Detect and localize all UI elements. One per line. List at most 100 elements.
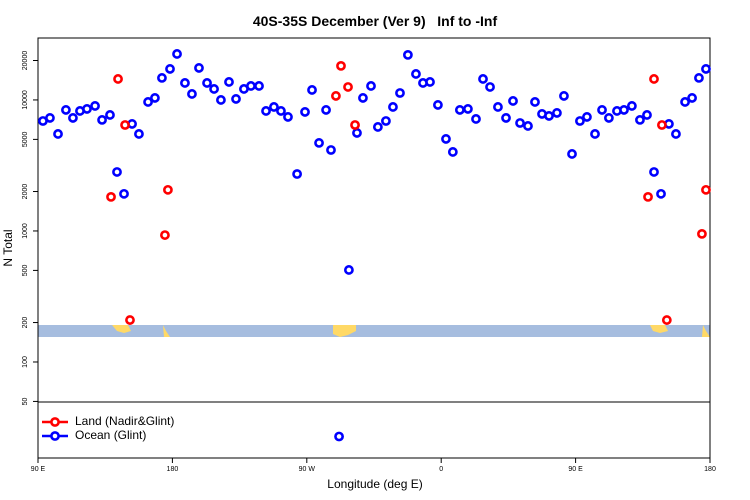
point	[334, 431, 344, 442]
point	[61, 105, 71, 115]
point	[105, 110, 115, 120]
point	[372, 122, 383, 132]
point	[68, 113, 78, 123]
legend-label: Land (Nadir&Glint)	[75, 414, 174, 428]
point	[187, 89, 197, 99]
point	[441, 134, 451, 144]
point	[544, 111, 554, 121]
point	[604, 113, 614, 123]
point	[283, 112, 293, 122]
point	[336, 60, 346, 71]
point	[478, 74, 488, 84]
land-shape	[112, 325, 131, 333]
point	[559, 91, 569, 101]
point	[661, 315, 672, 325]
point	[523, 121, 533, 131]
point	[701, 184, 711, 195]
point	[216, 95, 226, 105]
point	[530, 97, 540, 107]
point	[694, 73, 704, 83]
land-shape	[702, 325, 710, 337]
point	[687, 93, 697, 103]
y-tick-label: 5000	[22, 131, 29, 147]
x-tick-label: 180	[704, 466, 716, 473]
point	[649, 74, 659, 84]
point	[113, 74, 123, 84]
point	[635, 115, 645, 125]
point	[82, 104, 92, 114]
point	[402, 49, 413, 60]
point	[552, 108, 562, 118]
point	[53, 129, 63, 139]
point	[350, 120, 360, 130]
point	[261, 106, 271, 116]
point	[194, 63, 204, 73]
point	[447, 147, 458, 157]
point	[344, 265, 354, 275]
point	[471, 114, 481, 124]
legend-label: Ocean (Glint)	[75, 428, 146, 442]
point	[388, 102, 398, 112]
x-tick-label: 0	[439, 466, 443, 473]
point	[697, 228, 707, 239]
land-shape	[333, 325, 356, 337]
x-axis-label: Longitude (deg E)	[327, 477, 422, 491]
point	[701, 64, 711, 74]
point	[642, 110, 652, 120]
point	[224, 77, 234, 87]
point	[381, 116, 391, 126]
point	[300, 107, 310, 117]
point	[463, 104, 473, 114]
point	[307, 85, 317, 95]
point	[314, 138, 324, 148]
point	[395, 88, 405, 98]
y-tick-label: 200	[22, 317, 29, 329]
y-tick-label: 10000	[22, 90, 29, 110]
x-tick-label: 90 E	[568, 466, 583, 473]
point	[163, 184, 173, 195]
point	[352, 128, 362, 138]
point	[202, 78, 212, 88]
point	[125, 315, 135, 325]
point	[231, 94, 241, 104]
point	[120, 120, 130, 130]
point	[134, 129, 144, 139]
point	[358, 93, 368, 103]
point	[619, 105, 629, 115]
point	[493, 102, 503, 112]
point	[172, 49, 182, 59]
point	[626, 101, 637, 111]
point	[119, 188, 129, 199]
point	[656, 188, 666, 199]
point	[649, 167, 659, 177]
ocean-strip	[38, 325, 710, 337]
land-shape	[163, 325, 170, 337]
point	[671, 129, 681, 139]
point	[326, 145, 336, 155]
y-tick-label: 1000	[22, 223, 29, 239]
point	[246, 81, 256, 91]
point	[657, 120, 667, 130]
x-tick-label: 180	[167, 466, 179, 473]
y-axis-label: N Total	[1, 229, 15, 266]
y-tick-label: 100	[22, 356, 29, 368]
point	[143, 97, 153, 107]
point	[366, 81, 376, 91]
point	[454, 105, 465, 115]
x-tick-label: 90 W	[299, 466, 316, 473]
point	[150, 93, 160, 103]
point	[106, 191, 116, 202]
legend-marker	[50, 417, 60, 427]
point	[292, 169, 302, 179]
point	[165, 64, 175, 74]
point	[567, 149, 577, 159]
point	[597, 105, 607, 115]
point	[508, 96, 518, 106]
map-strip	[38, 325, 710, 337]
point	[582, 112, 592, 122]
y-tick-label: 50	[22, 397, 29, 405]
point	[343, 82, 353, 92]
point	[331, 91, 341, 101]
